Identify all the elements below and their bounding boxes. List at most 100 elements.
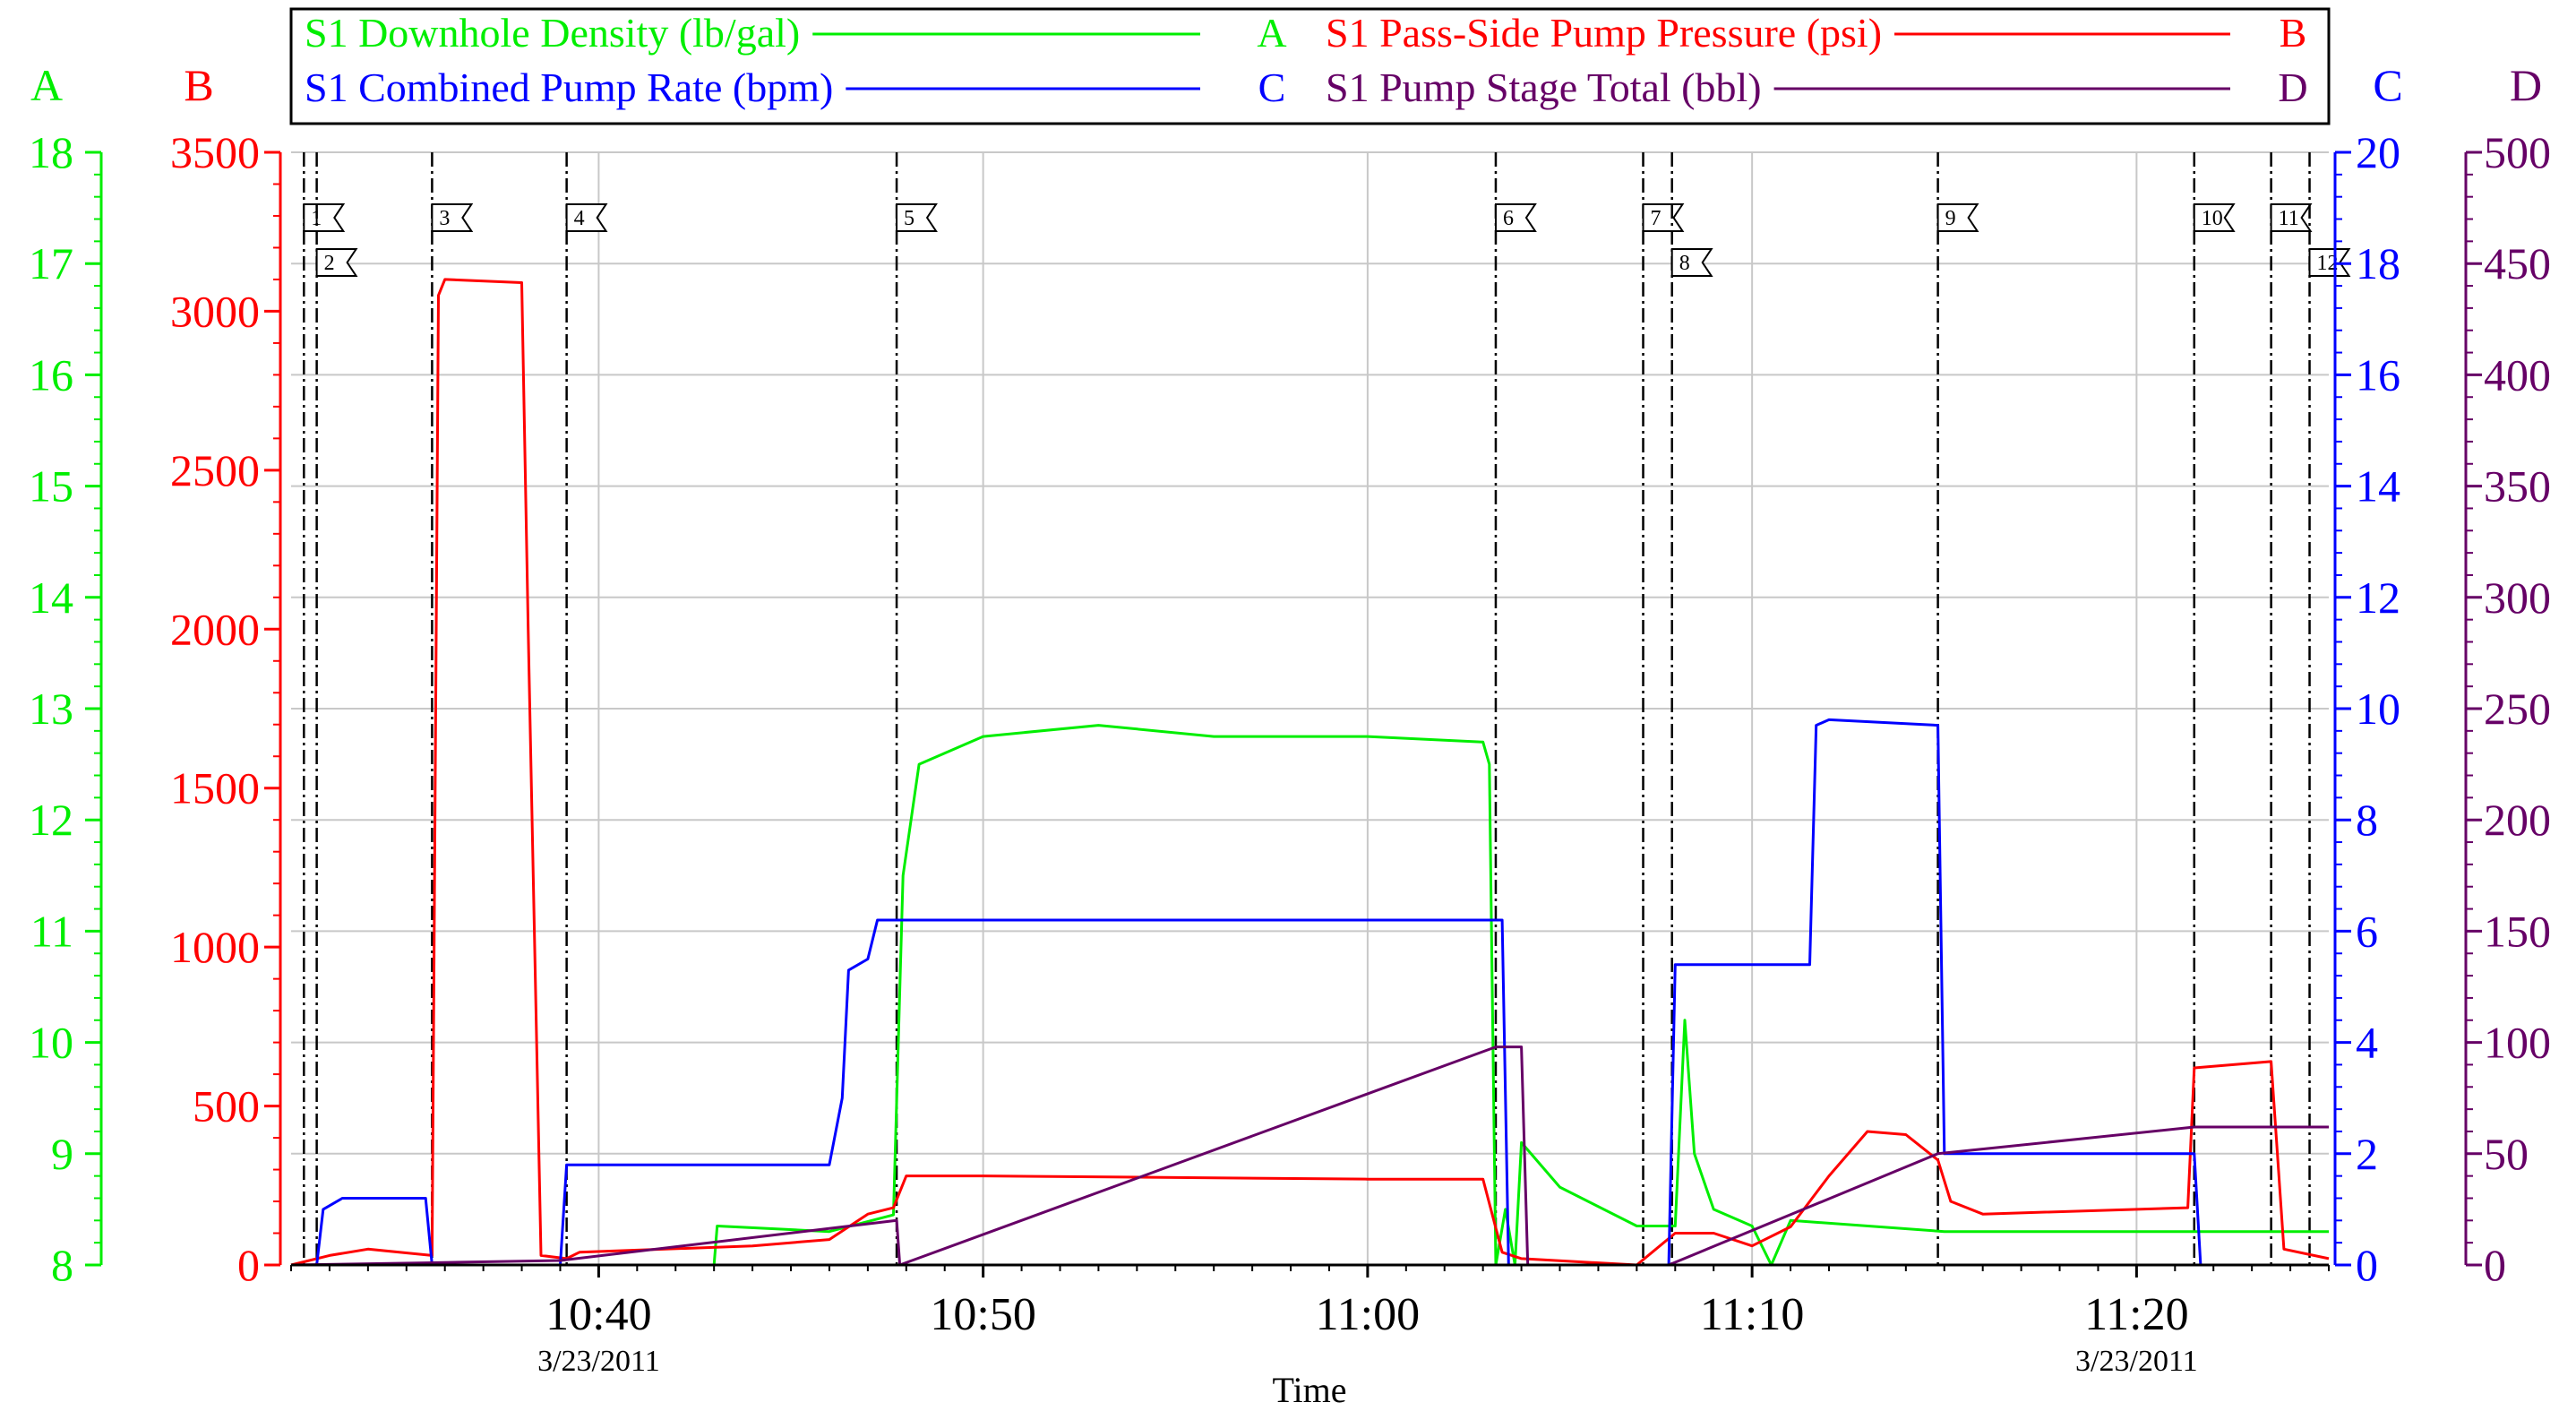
event-flag-shape: [1936, 203, 1979, 232]
y-axis-letter: A: [30, 60, 63, 110]
legend-letter: C: [1258, 65, 1286, 110]
y-tick-label: 500: [2484, 127, 2551, 177]
grid-lines: [291, 151, 2329, 1266]
y-tick-label: 12: [29, 795, 73, 845]
y-tick-label: 200: [2484, 795, 2551, 845]
x-tick-label: 10:40: [545, 1289, 651, 1340]
y-axis-letter: C: [2373, 60, 2402, 110]
x-tick-date: 3/23/2011: [537, 1345, 660, 1378]
y-tick-label: 8: [51, 1240, 73, 1290]
event-flag: 2: [315, 248, 358, 277]
series-line: [290, 278, 2330, 1267]
x-axis-title: Time: [1272, 1370, 1346, 1410]
y-tick-label: 12: [2356, 572, 2400, 623]
series-line: [291, 718, 2329, 1267]
series-line: [290, 1045, 2329, 1267]
y-tick-label: 0: [2484, 1240, 2506, 1290]
legend-label: S1 Downhole Density (lb/gal): [305, 10, 800, 56]
legend: S1 Downhole Density (lb/gal) A S1 Pass-Sid…: [289, 7, 2331, 125]
y-tick-label: 0: [2356, 1240, 2378, 1290]
y-tick-label: 18: [29, 127, 73, 177]
y-tick-label: 1500: [170, 763, 260, 813]
event-flag-label: 4: [574, 207, 585, 230]
event-flag: 6: [1494, 203, 1537, 232]
event-flag: 3: [431, 203, 474, 232]
y-axis-d: 0 50 100 150 200 250 300 350 400 450 500 D: [2464, 60, 2551, 1290]
event-flag-label: 11: [2279, 207, 2299, 230]
y-tick-label: 300: [2484, 572, 2551, 623]
y-tick-label: 10: [2356, 684, 2400, 734]
x-tick-date: 3/23/2011: [2075, 1345, 2198, 1378]
y-tick-label: 350: [2484, 461, 2551, 512]
y-tick-label: 6: [2356, 906, 2378, 956]
data-series: [290, 278, 2330, 1267]
x-tick-label: 10:50: [930, 1289, 1035, 1340]
legend-letter: D: [2278, 65, 2307, 110]
y-tick-label: 2: [2356, 1129, 2378, 1179]
y-tick-label: 16: [29, 349, 73, 400]
y-axis-letter: D: [2510, 60, 2542, 110]
legend-letter: A: [1257, 10, 1286, 56]
y-axis-c: 0 2 4 6 8 10 12 14 16 18 20 C: [2333, 60, 2403, 1290]
event-flag: 5: [896, 203, 938, 232]
event-flag-label: 5: [904, 207, 914, 230]
event-flag-shape: [303, 203, 346, 232]
y-tick-label: 8: [2356, 795, 2378, 845]
series-line: [291, 724, 2329, 1267]
y-axis-b: 0 500 1000 1500 2000 2500 3000 3500 B: [170, 60, 282, 1290]
y-tick-label: 10: [29, 1018, 73, 1068]
legend-item: S1 Downhole Density (lb/gal) A: [305, 10, 1287, 56]
y-tick-label: 15: [29, 461, 73, 512]
event-flag-label: 3: [439, 207, 450, 230]
x-tick-label: 11:20: [2084, 1289, 2189, 1340]
event-flag-shape: [2193, 203, 2236, 232]
event-flag: 1: [303, 203, 346, 232]
event-flag: 4: [565, 203, 608, 232]
y-tick-label: 11: [30, 906, 73, 956]
event-flag-shape: [2270, 203, 2313, 232]
event-flag-shape: [431, 203, 474, 232]
y-tick-label: 2000: [170, 604, 260, 654]
y-tick-label: 450: [2484, 238, 2551, 288]
y-tick-label: 14: [29, 572, 73, 623]
y-tick-label: 2500: [170, 445, 260, 495]
y-tick-label: 3500: [170, 127, 260, 177]
y-tick-label: 9: [51, 1129, 73, 1179]
event-flag-shape: [896, 203, 938, 232]
y-tick-label: 13: [29, 684, 73, 734]
legend-box: [289, 7, 2331, 125]
y-tick-label: 18: [2356, 238, 2400, 288]
y-tick-label: 3000: [170, 286, 260, 336]
y-tick-label: 14: [2356, 461, 2400, 512]
y-tick-label: 20: [2356, 127, 2400, 177]
event-flag: 10: [2193, 203, 2236, 232]
event-markers: 123456789101112: [303, 152, 2351, 1265]
y-tick-label: 4: [2356, 1018, 2378, 1068]
legend-item: S1 Pass-Side Pump Pressure (psi) B: [1326, 10, 2306, 56]
event-flag: 11: [2270, 203, 2313, 232]
y-tick-label: 50: [2484, 1129, 2529, 1179]
legend-item: S1 Combined Pump Rate (bpm) C: [305, 65, 1285, 110]
event-flag-label: 8: [1679, 252, 1690, 275]
y-tick-label: 17: [29, 238, 73, 288]
y-tick-label: 500: [193, 1081, 260, 1131]
event-flag-shape: [315, 248, 358, 277]
event-flag-label: 9: [1945, 207, 1956, 230]
legend-item: S1 Pump Stage Total (bbl) D: [1326, 65, 2308, 110]
event-flag-label: 6: [1503, 207, 1514, 230]
y-tick-label: 400: [2484, 349, 2551, 400]
legend-label: S1 Combined Pump Rate (bpm): [305, 65, 833, 110]
axes: 10:40 3/23/2011 10:50 11:00 11:10 11:20 3/23/2…: [29, 60, 2551, 1378]
event-flag-label: 2: [324, 252, 335, 275]
y-axis-a: 8 9 10 11 12 13 14 15 16 17 18 A: [29, 60, 103, 1290]
event-flag-shape: [1494, 203, 1537, 232]
event-flag-label: 7: [1651, 207, 1662, 230]
legend-label: S1 Pump Stage Total (bbl): [1326, 65, 1762, 110]
y-tick-label: 16: [2356, 349, 2400, 400]
event-flag-shape: [565, 203, 608, 232]
y-tick-label: 1000: [170, 922, 260, 972]
x-tick-label: 11:10: [1700, 1289, 1805, 1340]
event-flag-label: 10: [2202, 207, 2223, 230]
y-axis-letter: B: [184, 60, 213, 110]
